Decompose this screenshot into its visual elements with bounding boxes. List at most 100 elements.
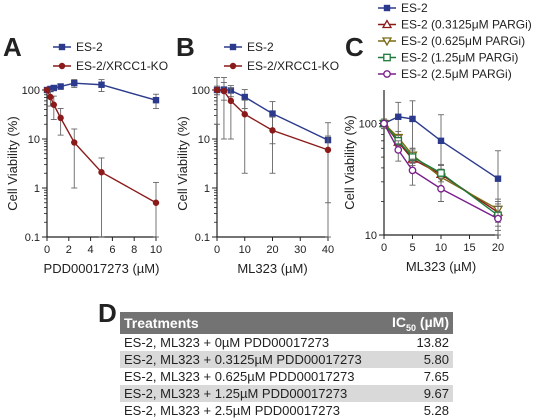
panel-c-y-tick-label: 10 bbox=[365, 230, 377, 242]
table-row: ES-2, ML323 + 1.25µM PDD00017273 9.67 bbox=[120, 385, 453, 402]
panel-b-y-tick-label: 100 bbox=[192, 85, 210, 97]
panel-c-x-axis-label: ML323 (µM) bbox=[406, 259, 476, 274]
panel-b-y-tick-label: 1 bbox=[204, 183, 210, 195]
panel-a-x-tick-label: 0 bbox=[44, 244, 50, 256]
panel-c-legend-label: ES-2 (1.25μM PARGi) bbox=[401, 51, 518, 65]
panel-label-c: C bbox=[345, 32, 364, 62]
panel-b-data-point bbox=[241, 111, 248, 118]
treatments-header: Treatments bbox=[120, 312, 384, 334]
ic50-table: Treatments IC50 (µM) ES-2, ML323 + 0µM P… bbox=[120, 312, 453, 419]
panel-a-data-point bbox=[71, 79, 78, 87]
panel-c-legend-label: ES-2 (0.3125μM PARGi) bbox=[401, 18, 532, 32]
panel-c-data-point bbox=[494, 214, 502, 223]
panel-c-y-tick-label: 100 bbox=[359, 119, 377, 131]
panel-a-y-tick-label: 1 bbox=[34, 183, 40, 195]
treatment-cell: ES-2, ML323 + 1.25µM PDD00017273 bbox=[120, 385, 384, 402]
panel-c-data-point bbox=[394, 146, 403, 154]
treatment-cell: ES-2, ML323 + 0.3125µM PDD00017273 bbox=[120, 351, 384, 368]
panel-c-data-point bbox=[437, 169, 445, 177]
panel-a-legend-label: ES-2 bbox=[76, 40, 103, 54]
panel-c-data-point bbox=[409, 115, 416, 123]
treatment-cell: ES-2, ML323 + 2.5µM PDD00017273 bbox=[124, 403, 340, 418]
panel-c-data-point bbox=[437, 137, 445, 145]
panel-b-data-point bbox=[241, 93, 248, 101]
panel-b-y-axis-label: Cell Viability (%) bbox=[175, 116, 190, 210]
panel-c-y-axis-label: Cell Viability (%) bbox=[342, 115, 357, 209]
panel-c-legend-label: ES-2 (0.625μM PARGi) bbox=[401, 34, 525, 48]
panel-a-x-tick-label: 4 bbox=[88, 244, 94, 256]
panel-a-data-point bbox=[47, 85, 54, 93]
panel-b-legend-marker bbox=[229, 43, 237, 51]
panel-a-y-axis-label: Cell Viability (%) bbox=[5, 116, 20, 210]
panel-b-legend-label: ES-2 bbox=[247, 40, 274, 54]
panel-c-legend-marker bbox=[383, 70, 391, 78]
panel-a-data-point bbox=[50, 84, 58, 92]
panel-c-x-tick-label: 15 bbox=[463, 242, 475, 254]
panel-c-data-point bbox=[408, 166, 417, 175]
panel-c-legend-marker bbox=[381, 37, 393, 47]
table-row: ES-2, ML323 + 0µM PDD00017273 13.82 bbox=[120, 334, 453, 351]
panel-a-data-point bbox=[57, 83, 64, 90]
panel-b-y-tick-label: 10 bbox=[198, 134, 210, 146]
panel-a-data-point bbox=[71, 139, 78, 146]
panel-c-legend-label: ES-2 bbox=[401, 1, 428, 15]
table-row: ES-2, ML323 + 0.625µM PDD00017273 7.65 bbox=[120, 368, 453, 385]
panel-b-data-point bbox=[227, 97, 235, 105]
panel-a-legend-label: ES-2/XRCC1-KO bbox=[76, 59, 168, 73]
panel-b-x-axis-label: ML323 (µM) bbox=[237, 261, 307, 276]
panel-c-x-tick-label: 5 bbox=[409, 242, 415, 254]
panel-label-b: B bbox=[176, 32, 195, 62]
panel-b-data-point bbox=[324, 146, 332, 154]
panel-a-data-point bbox=[152, 96, 160, 104]
panel-c-x-tick-label: 10 bbox=[435, 242, 447, 254]
table-header-row: Treatments IC50 (µM) bbox=[120, 312, 453, 334]
ic50-header: IC50 (µM) bbox=[383, 312, 453, 334]
panel-a-data-point bbox=[47, 93, 54, 101]
panel-b-data-point bbox=[269, 127, 276, 134]
panel-b-legend-marker bbox=[229, 62, 237, 70]
table-row: ES-2, ML323 + 0.3125µM PDD00017273 5.80 bbox=[120, 351, 453, 368]
panel-b-data-point bbox=[213, 86, 221, 94]
panel-c-data-point bbox=[380, 119, 388, 128]
panel-c-legend-marker bbox=[383, 53, 391, 62]
panel-label-a: A bbox=[3, 32, 22, 62]
ic50-cell: 9.67 bbox=[383, 385, 453, 402]
panel-c-data-point bbox=[395, 113, 402, 120]
panel-label-d: D bbox=[98, 298, 117, 328]
ic50-cell: 5.28 bbox=[423, 403, 449, 418]
panel-b-x-tick-label: 10 bbox=[239, 244, 251, 256]
panel-b-x-tick-label: 20 bbox=[266, 244, 278, 256]
panel-b-y-tick-label: 0.1 bbox=[195, 232, 210, 244]
panel-a-y-tick-label: 0.1 bbox=[25, 232, 40, 244]
panel-a-data-point bbox=[98, 81, 105, 88]
panel-c-x-tick-label: 20 bbox=[492, 242, 504, 254]
panel-c-legend-label: ES-2 (2.5μM PARGi) bbox=[401, 67, 512, 81]
treatment-cell: ES-2, ML323 + 0.625µM PDD00017273 bbox=[124, 369, 355, 384]
panel-b-x-tick-label: 40 bbox=[322, 244, 334, 256]
panel-c-data-point bbox=[437, 184, 445, 193]
ic50-cell: 13.82 bbox=[416, 335, 449, 350]
table-row: ES-2, ML323 + 2.5µM PDD00017273 5.28 bbox=[120, 402, 453, 419]
panel-c-legend-marker bbox=[383, 4, 391, 12]
panel-c-legend-marker bbox=[381, 19, 393, 29]
panel-a-x-tick-label: 10 bbox=[150, 244, 162, 256]
panel-b-x-tick-label: 30 bbox=[294, 244, 306, 256]
panel-b-x-tick-label: 0 bbox=[214, 244, 220, 256]
panel-a-legend-marker bbox=[58, 43, 66, 51]
panel-a-data-point bbox=[152, 199, 160, 206]
panel-a-data-point bbox=[57, 114, 64, 122]
panel-a-x-tick-label: 2 bbox=[66, 244, 72, 256]
ic50-cell: 5.80 bbox=[383, 351, 453, 368]
panel-b-legend-label: ES-2/XRCC1-KO bbox=[247, 59, 339, 73]
panel-a-data-point bbox=[43, 86, 51, 94]
panel-a-x-axis-label: PDD00017273 (µM) bbox=[44, 261, 160, 276]
ic50-cell: 7.65 bbox=[423, 369, 449, 384]
panel-a-y-tick-label: 100 bbox=[22, 85, 40, 97]
panel-a-legend-marker bbox=[58, 62, 66, 70]
panel-b-data-point bbox=[269, 110, 276, 117]
panel-a-x-tick-label: 6 bbox=[109, 244, 115, 256]
panel-a-x-tick-label: 8 bbox=[131, 244, 137, 256]
panel-a-y-tick-label: 10 bbox=[28, 134, 40, 146]
panel-c-x-tick-label: 0 bbox=[381, 242, 387, 254]
